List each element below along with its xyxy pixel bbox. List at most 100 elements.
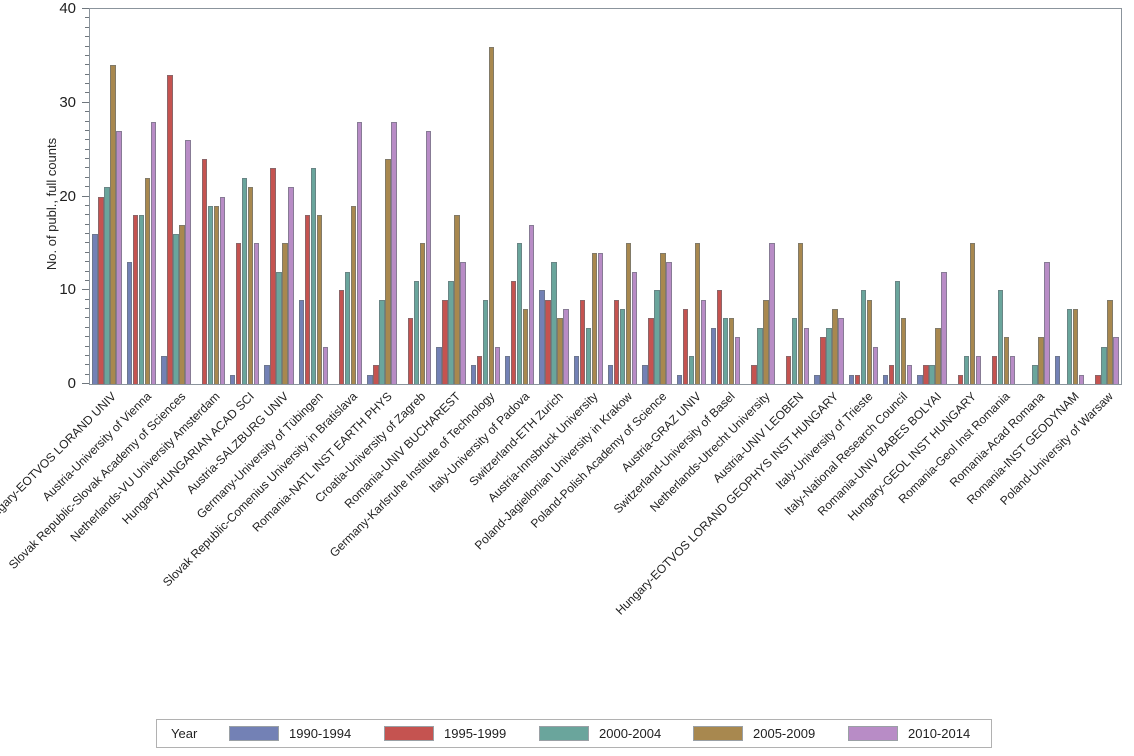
bar (391, 121, 397, 384)
bar (516, 243, 523, 384)
bar (625, 243, 632, 384)
y-minor-tick (85, 26, 89, 28)
bar (413, 280, 420, 384)
bar (923, 365, 929, 384)
bar (132, 215, 139, 384)
bar (545, 299, 551, 384)
x-axis-labels: Hungary-EOTVOS LORAND UNIV Austria-Univer… (0, 385, 1120, 715)
legend: Year 1990-1994 1995-1999 2000-2004 2005-200… (156, 719, 992, 748)
y-minor-tick (85, 279, 89, 281)
bar (785, 355, 792, 384)
bar (729, 318, 735, 384)
y-major-tick (82, 195, 89, 197)
y-minor-tick (85, 345, 89, 347)
y-minor-tick (85, 317, 89, 319)
bar (357, 121, 363, 384)
bar (929, 365, 935, 384)
y-minor-tick (85, 186, 89, 188)
y-minor-tick (85, 83, 89, 84)
y-minor-tick (85, 223, 89, 225)
y-tick-label: 20 (59, 187, 76, 205)
legend-title: Year (171, 726, 198, 741)
bar (448, 280, 454, 384)
bar (316, 215, 323, 384)
bar (173, 234, 179, 384)
y-minor-tick (85, 298, 89, 300)
bar (551, 262, 557, 384)
bar (454, 215, 460, 384)
y-minor-tick (85, 139, 89, 141)
y-minor-tick (85, 120, 89, 122)
bar (425, 130, 432, 384)
bar (264, 365, 270, 384)
bar (676, 374, 683, 384)
bar (476, 355, 482, 384)
bar (1078, 374, 1085, 384)
bar (814, 374, 820, 384)
bar (219, 196, 225, 384)
bar (607, 365, 614, 384)
y-minor-tick (85, 17, 89, 19)
y-tick-label: 0 (67, 375, 76, 392)
bar (860, 290, 866, 384)
bar (660, 252, 666, 384)
bar (585, 327, 591, 384)
bar (179, 224, 185, 384)
bar (116, 130, 122, 384)
y-major-tick (82, 101, 89, 103)
y-minor-tick (85, 326, 89, 328)
bar (888, 365, 895, 384)
bar (494, 346, 500, 384)
bar (700, 299, 707, 384)
bar (539, 290, 545, 384)
bar (241, 177, 248, 384)
legend-item-label: 2010-2014 (908, 726, 971, 741)
y-minor-tick (85, 270, 89, 272)
legend-item-label: 1990-1994 (289, 726, 352, 741)
bar (339, 290, 345, 384)
bar (573, 355, 579, 384)
bar (848, 374, 854, 384)
bar (631, 271, 638, 384)
bar (579, 299, 585, 384)
bar (144, 177, 151, 384)
y-minor-tick (85, 251, 89, 253)
bar (304, 215, 311, 384)
bar (591, 252, 597, 384)
legend-item-label: 2000-2004 (599, 726, 662, 741)
y-tick-label: 40 (59, 0, 76, 17)
y-major-tick (82, 383, 89, 384)
bar (270, 168, 276, 384)
legend-swatch (229, 726, 279, 741)
bar (666, 262, 672, 384)
bar (488, 46, 494, 384)
bar (298, 299, 305, 384)
bar (682, 309, 689, 384)
bar (894, 280, 901, 384)
bar (969, 243, 976, 384)
bar (832, 309, 838, 384)
bar (688, 355, 695, 384)
bar (797, 243, 804, 384)
bar (282, 243, 288, 384)
bar (1054, 355, 1061, 384)
y-minor-tick (85, 204, 89, 206)
bar (482, 299, 488, 384)
bar (150, 121, 157, 384)
bar (110, 65, 116, 384)
y-minor-tick (85, 158, 89, 159)
bar (104, 187, 110, 384)
y-minor-tick (85, 233, 89, 234)
bar (838, 318, 844, 384)
bar (854, 374, 860, 384)
bar (619, 309, 626, 384)
y-minor-tick (85, 242, 89, 244)
bar (138, 215, 145, 384)
bar (161, 355, 167, 384)
bar (1113, 337, 1119, 384)
bar (528, 224, 535, 384)
bar (351, 205, 357, 384)
legend-swatch (848, 726, 898, 741)
bar (872, 346, 878, 384)
